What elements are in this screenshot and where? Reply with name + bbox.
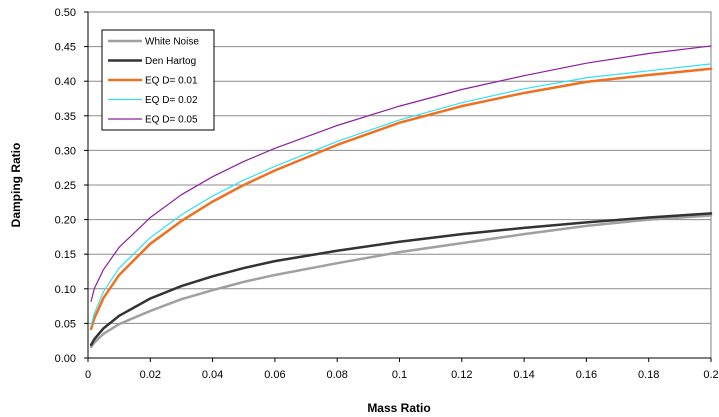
- y-tick-label: 0.10: [55, 284, 76, 296]
- legend-label: Den Hartog: [145, 56, 196, 67]
- x-tick-label: 0.16: [576, 369, 597, 381]
- y-tick-labels: 0.00 0.05 0.10 0.15 0.20 0.25 0.30 0.35 0.40 0.45…: [55, 7, 88, 365]
- x-tick-label: 0.06: [264, 369, 285, 381]
- y-tick-label: 0.35: [55, 111, 76, 123]
- x-tick-label: 0.08: [326, 369, 347, 381]
- y-tick-label: 0.00: [55, 353, 76, 365]
- x-tick-label: 0.1: [392, 369, 407, 381]
- x-tick-label: 0.18: [638, 369, 659, 381]
- series-line-den-hartog: [89, 212, 713, 347]
- x-tick-label: 0.04: [202, 369, 223, 381]
- series-line-eq-d-0-05: [90, 45, 712, 302]
- x-tick-label: 0.02: [140, 369, 161, 381]
- series-line-eq-d-0-02: [90, 63, 712, 327]
- legend-label: EQ D= 0.05: [145, 115, 198, 126]
- legend-label: White Noise: [145, 37, 199, 48]
- legend-label: EQ D= 0.02: [145, 95, 198, 106]
- x-tick-label: 0.14: [513, 369, 534, 381]
- series-line-eq-d-0-01: [89, 67, 713, 331]
- legend-label: EQ D= 0.01: [145, 76, 198, 87]
- x-tick-labels: 0 0.02 0.04 0.06 0.08 0.1 0.12 0.14 0.16 0.18 0.2: [85, 358, 719, 381]
- legend: White Noise Den Hartog EQ D= 0.01 EQ D= 0.0…: [101, 29, 215, 131]
- x-tick-label: 0.12: [451, 369, 472, 381]
- series-line-white-noise: [89, 214, 713, 349]
- x-tick-label: 0.2: [703, 369, 718, 381]
- y-tick-label: 0.15: [55, 249, 76, 261]
- y-tick-label: 0.40: [55, 76, 76, 88]
- x-axis-title: Mass Ratio: [367, 401, 430, 415]
- y-tick-label: 0.50: [55, 7, 76, 19]
- x-tick-label: 0: [85, 369, 91, 381]
- y-tick-label: 0.05: [55, 318, 76, 330]
- series-layer: [89, 45, 713, 349]
- y-axis-title: Damping Ratio: [9, 143, 23, 228]
- y-tick-label: 0.25: [55, 180, 76, 192]
- y-tick-label: 0.45: [55, 42, 76, 54]
- y-tick-label: 0.20: [55, 215, 76, 227]
- y-tick-label: 0.30: [55, 145, 76, 157]
